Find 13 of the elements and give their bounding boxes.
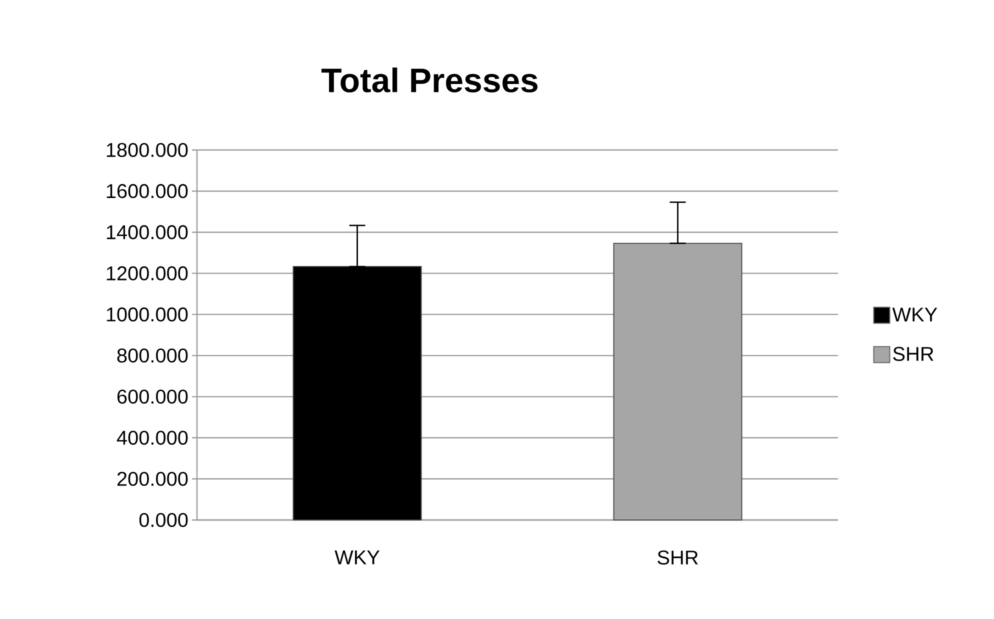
y-tick-label: 1000.000 (106, 307, 188, 322)
y-tick-label: 1200.000 (106, 266, 188, 280)
y-tick-label: 600.000 (117, 390, 188, 404)
chart-title: Total Presses (321, 68, 538, 92)
y-tick-label: 0.000 (139, 512, 188, 528)
y-tick-label: 200.000 (117, 472, 188, 486)
legend-label: WKY (892, 308, 938, 322)
y-tick-label: 800.000 (117, 348, 188, 363)
y-tick-label: 1400.000 (106, 225, 188, 240)
y-tick-label: 1600.000 (106, 184, 188, 198)
y-tick-label: 400.000 (116, 430, 188, 445)
y-tick-label: 1800.000 (106, 142, 188, 158)
legend-label: SHR (893, 346, 934, 361)
